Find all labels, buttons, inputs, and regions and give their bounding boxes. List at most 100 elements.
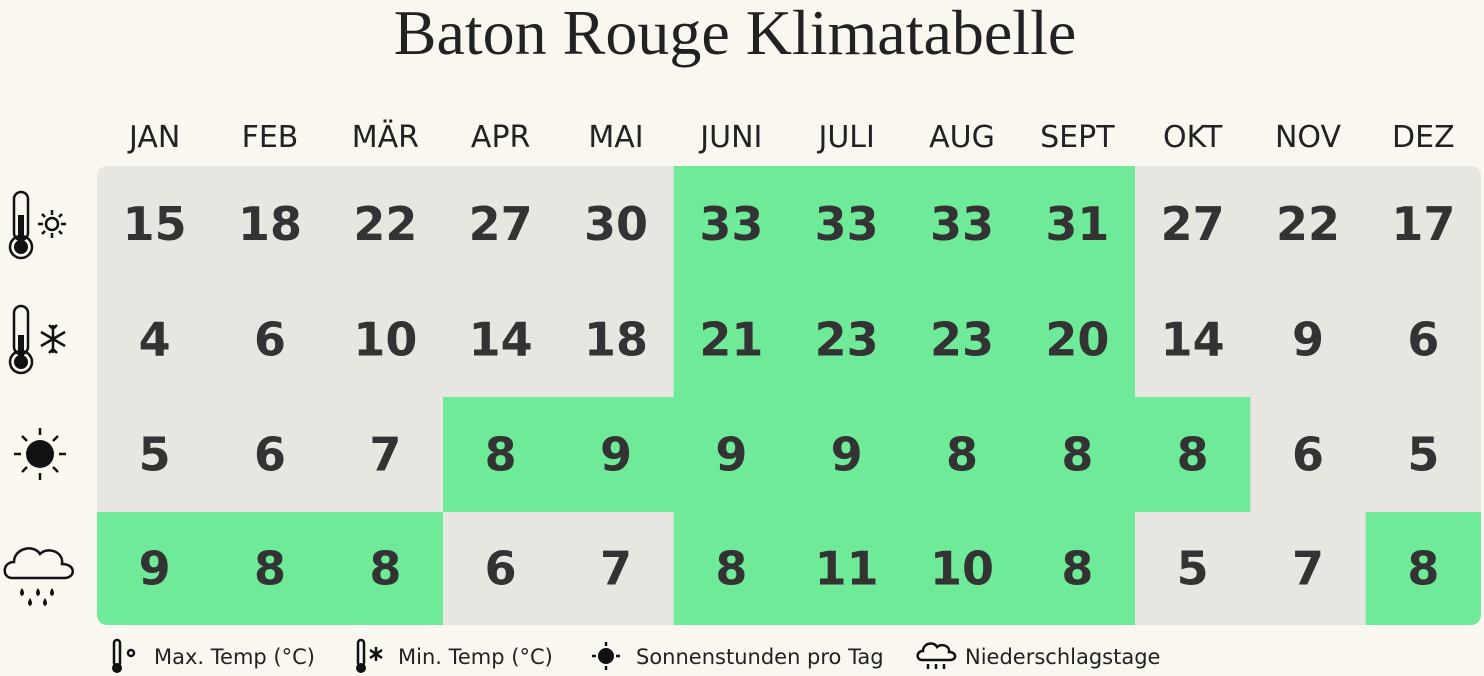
cell [212,512,329,625]
cell-value: 22 [353,197,417,251]
cell [1365,166,1481,283]
cell [673,166,790,283]
cell [789,397,905,513]
cell-value: 10 [353,313,417,367]
cell [1135,282,1251,398]
cell [673,397,790,513]
cell [1135,166,1251,283]
month-label: JULI [816,120,874,155]
cell-value: 6 [1292,428,1324,482]
cell-value: 15 [123,197,187,251]
cell-value: 6 [254,428,286,482]
month-label: JUNI [698,120,762,155]
cell [904,282,1021,398]
cell [789,512,905,625]
cell-value: 8 [369,542,401,596]
month-label: NOV [1275,120,1342,155]
title: Baton Rouge Klimatabelle [394,0,1077,68]
cell [558,166,675,283]
cell [1365,282,1481,398]
cell [327,166,444,283]
cell-value: 22 [1276,197,1340,251]
cell-value: 6 [254,313,286,367]
cell-value: 33 [699,197,763,251]
cell [443,397,559,513]
month-label: MÄR [352,119,419,155]
cell-value: 8 [1061,542,1093,596]
cell [97,512,213,625]
cell-value: 9 [600,428,632,482]
cell-value: 18 [238,197,302,251]
icon-min-temp [8,304,66,375]
cells [97,166,1481,625]
cell [904,397,1021,513]
cell [1365,397,1481,513]
cell [327,397,444,513]
cell [673,512,790,625]
cell-value: 9 [831,428,863,482]
cell-value: 6 [1407,313,1439,367]
cell-value: 31 [1045,197,1109,251]
cell [1019,282,1136,398]
cell-value: 33 [930,197,994,251]
cell [443,166,559,283]
cell [1135,397,1251,513]
cell-value: 30 [584,197,648,251]
cell-value: 23 [930,313,994,367]
cell-value: 7 [369,428,401,482]
cell [1250,282,1367,398]
month-label: MAI [588,120,643,155]
cell [1250,397,1367,513]
month-label: AUG [929,120,995,155]
month-label: JAN [127,120,180,155]
cell-value: 17 [1391,197,1455,251]
cell-value: 7 [600,542,632,596]
cell [212,166,329,283]
cell [212,397,329,513]
cell-value: 14 [1161,313,1225,367]
cell [558,282,675,398]
legend-label: Sonnenstunden pro Tag [636,645,884,669]
cell [789,166,905,283]
cell-value: 7 [1292,542,1324,596]
cell [97,282,213,398]
legend-label: Niederschlagstage [965,645,1160,669]
cell-value: 21 [699,313,763,367]
cell [558,512,675,625]
cell [327,282,444,398]
cell [558,397,675,513]
cell-value: 14 [469,313,533,367]
cell-value: 5 [1177,542,1209,596]
cell [1019,512,1136,625]
month-label: OKT [1163,120,1223,155]
cell-value: 33 [815,197,879,251]
cell-value: 11 [815,542,879,596]
cell-value: 10 [930,542,994,596]
cell-value: 8 [1177,428,1209,482]
cell-value: 27 [1161,197,1225,251]
cell-value: 5 [139,428,171,482]
legend-label: Min. Temp (°C) [398,645,553,669]
icon-max-temp [8,190,66,260]
cell [1365,512,1481,625]
cell-value: 9 [1292,313,1324,367]
cell-value: 8 [1061,428,1093,482]
cell [1250,512,1367,625]
cell [443,282,559,398]
cell-value: 9 [139,542,171,596]
cell [1019,397,1136,513]
cell [1250,166,1367,283]
cell [1135,512,1251,625]
cell [97,166,213,283]
month-label: APR [471,120,530,155]
icon-rain [3,547,74,606]
cell [97,397,213,513]
month-label: FEB [242,120,299,155]
cell-value: 4 [139,313,171,367]
cell-value: 8 [254,542,286,596]
cell [904,166,1021,283]
cell [673,282,790,398]
cell-value: 23 [815,313,879,367]
cell [443,512,559,625]
